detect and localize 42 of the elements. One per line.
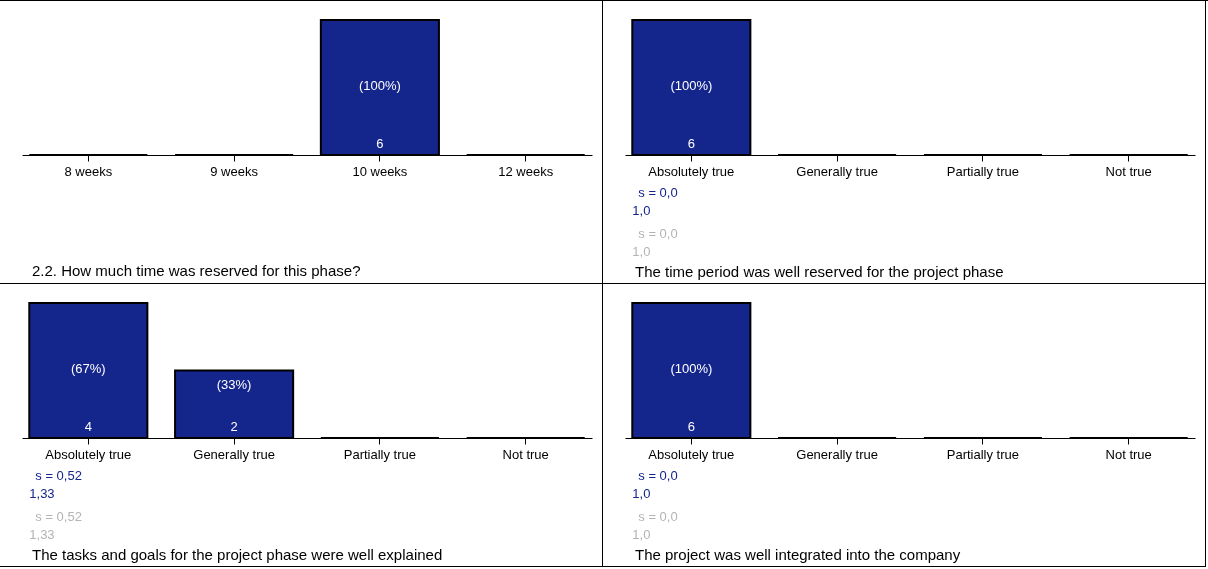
annotation: (33%)	[216, 376, 252, 392]
x-tick-label: Absolutely true	[648, 163, 735, 179]
text: The project was well integrated into the company	[635, 546, 961, 563]
x-tick-label: 10 weeks	[352, 163, 408, 179]
data-label: 6	[687, 419, 695, 434]
x-tick-label: 9 weeks	[210, 163, 259, 179]
annotation: (67%)	[70, 361, 106, 376]
x-tick-label: Absolutely true	[648, 446, 735, 462]
x-tick-label: Absolutely true	[45, 446, 132, 462]
text: 1,0	[632, 527, 651, 542]
text: s = 0,0	[638, 509, 678, 524]
text: 2.2. How much time was reserved for this phase?	[32, 262, 361, 279]
annotation: (100%)	[358, 78, 401, 93]
text: 1,33	[29, 486, 55, 501]
text: s = 0,0	[638, 468, 678, 483]
text: 1,0	[632, 486, 651, 501]
text: 1,0	[632, 244, 651, 259]
data-label: 4	[84, 419, 92, 434]
x-tick-label: Generally true	[796, 163, 878, 179]
annotation: (100%)	[670, 361, 713, 376]
data-label: 6	[376, 136, 384, 151]
data-label: 6	[687, 136, 695, 151]
text: 1,33	[29, 527, 55, 542]
x-tick-label: Partially true	[343, 446, 417, 462]
x-tick-label: Partially true	[946, 446, 1020, 462]
data-label: 2	[230, 419, 238, 434]
x-tick-label: Generally true	[193, 446, 275, 462]
x-tick-label: Not true	[1105, 163, 1152, 179]
x-tick-label: Generally true	[796, 446, 878, 462]
x-tick-label: 8 weeks	[64, 163, 113, 179]
annotation: (100%)	[670, 78, 713, 93]
x-tick-label: Not true	[502, 446, 549, 462]
text: s = 0,0	[638, 226, 678, 241]
x-tick-label: Not true	[1105, 446, 1152, 462]
text: s = 0,52	[35, 468, 82, 483]
text: s = 0,0	[638, 185, 678, 200]
text: 1,0	[632, 203, 651, 218]
text: The tasks and goals for the project phase were well explained	[32, 546, 443, 563]
text: The time period was well reserved for the project phase	[635, 263, 1004, 280]
text: s = 0,52	[35, 509, 82, 524]
x-tick-label: 12 weeks	[498, 163, 554, 179]
x-tick-label: Partially true	[946, 163, 1020, 179]
